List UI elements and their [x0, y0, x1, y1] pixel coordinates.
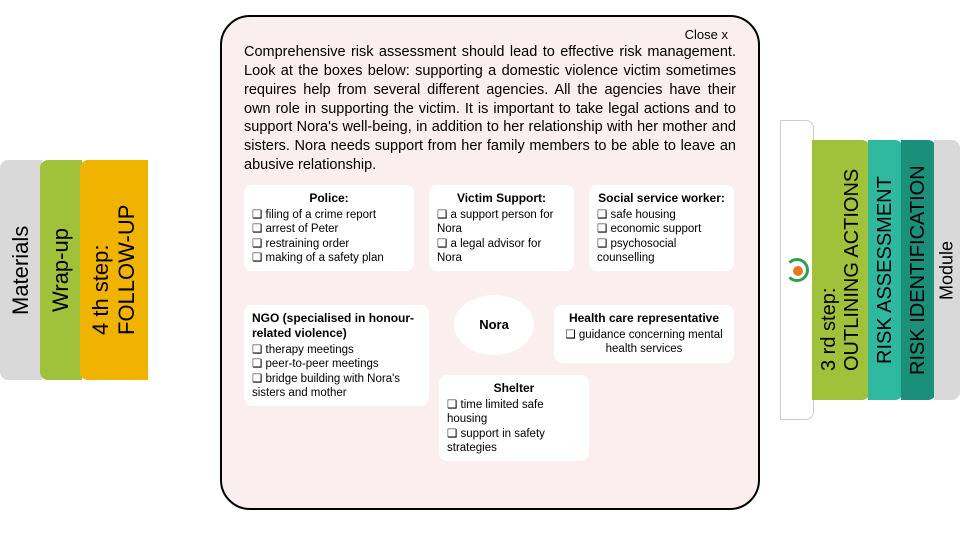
list-item: arrest of Peter — [252, 222, 406, 236]
box-list: time limited safe housing support in saf… — [447, 398, 581, 456]
box-title: Social service worker: — [597, 191, 726, 206]
box-victim-support: Victim Support: a support person for Nor… — [429, 185, 574, 272]
tab-risk-assessment[interactable]: RISK ASSESSMENT — [868, 140, 903, 400]
list-item: restraining order — [252, 237, 406, 251]
list-item: psychosocial counselling — [597, 237, 726, 266]
intro-paragraph: Comprehensive risk assessment should lea… — [244, 43, 736, 175]
list-item: a support person for Nora — [437, 208, 566, 237]
box-ngo: NGO (specialised in honour-related viole… — [244, 305, 429, 407]
list-item: economic support — [597, 222, 726, 236]
right-logo-tab — [780, 120, 814, 420]
box-list: safe housing economic support psychosoci… — [597, 208, 726, 266]
tab-module[interactable]: Module — [934, 140, 960, 400]
tab-wrapup[interactable]: Wrap-up — [40, 160, 82, 380]
list-item: a legal advisor for Nora — [437, 237, 566, 266]
list-item: making of a safety plan — [252, 251, 406, 265]
box-list: a support person for Nora a legal adviso… — [437, 208, 566, 266]
tab-materials[interactable]: Materials — [0, 160, 42, 380]
list-item: guidance concerning mental health servic… — [562, 328, 726, 357]
tab-risk-identification[interactable]: RISK IDENTIFICATION — [901, 140, 936, 400]
box-list: filing of a crime report arrest of Peter… — [252, 208, 406, 266]
list-item: therapy meetings — [252, 343, 421, 357]
box-title: Victim Support: — [437, 191, 566, 206]
box-title: Health care representative — [562, 311, 726, 326]
agency-grid: Police: filing of a crime report arrest … — [244, 185, 736, 465]
list-item: bridge building with Nora's sisters and … — [252, 372, 421, 401]
popup-card: Close x Comprehensive risk assessment sh… — [220, 15, 760, 510]
left-tab-group: Materials Wrap-up 4 th step: FOLLOW-UP — [0, 0, 146, 540]
box-title: Police: — [252, 191, 406, 206]
list-item: time limited safe housing — [447, 398, 581, 427]
close-button[interactable]: Close x — [685, 27, 728, 42]
tab-step3[interactable]: 3 rd step: OUTLINING ACTIONS — [812, 140, 870, 400]
box-health: Health care representative guidance conc… — [554, 305, 734, 363]
box-list: therapy meetings peer-to-peer meetings b… — [252, 343, 421, 401]
box-list: guidance concerning mental health servic… — [562, 328, 726, 357]
right-tab-group: 3 rd step: OUTLINING ACTIONS RISK ASSESS… — [782, 0, 960, 540]
list-item: safe housing — [597, 208, 726, 222]
list-item: support in safety strategies — [447, 427, 581, 456]
box-title: NGO (specialised in honour-related viole… — [252, 311, 421, 341]
tab-followup[interactable]: 4 th step: FOLLOW-UP — [80, 160, 148, 380]
box-shelter: Shelter time limited safe housing suppor… — [439, 375, 589, 462]
list-item: filing of a crime report — [252, 208, 406, 222]
box-social-worker: Social service worker: safe housing econ… — [589, 185, 734, 272]
nora-bubble: Nora — [454, 295, 534, 355]
list-item: peer-to-peer meetings — [252, 357, 421, 371]
box-title: Shelter — [447, 381, 581, 396]
swirl-icon — [783, 256, 811, 284]
box-police: Police: filing of a crime report arrest … — [244, 185, 414, 272]
